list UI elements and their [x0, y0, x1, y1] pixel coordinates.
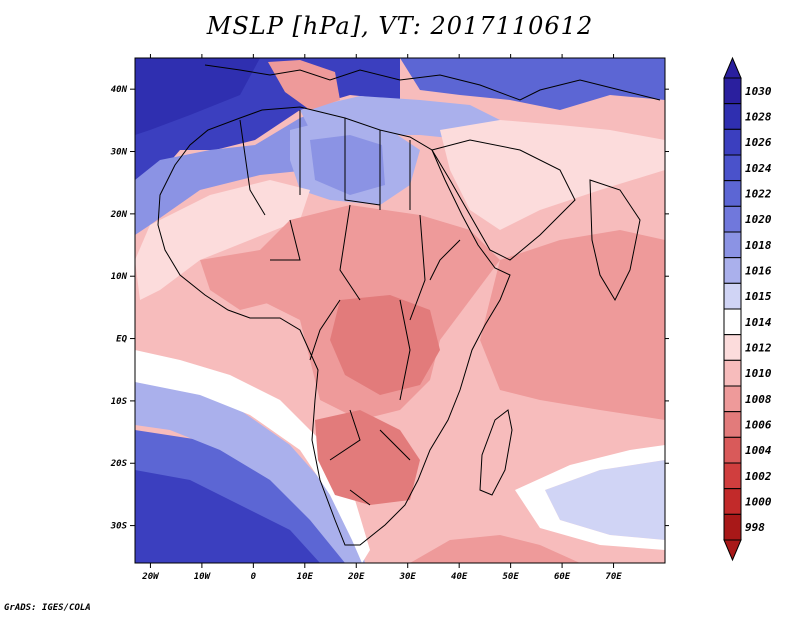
latitude-axis: 40N 30N 20N 10N EQ 10S 20S 30S	[110, 85, 669, 532]
colorbar-label: 1006	[745, 419, 772, 432]
colorbar-label: 1014	[745, 316, 772, 329]
colorbar-swatch	[723, 385, 742, 413]
south-atlantic-high-core	[135, 470, 320, 563]
colorbar-label: 1000	[745, 496, 772, 509]
coastlines	[157, 64, 661, 546]
africa-coastline	[157, 106, 511, 546]
colorbar-label: 1016	[745, 265, 772, 278]
sahel-neutral	[135, 180, 310, 300]
colorbar-swatch	[723, 411, 742, 438]
lat-tick-label: 30S	[110, 522, 128, 532]
northwest-high-core	[135, 58, 260, 135]
indian-ocean-high	[545, 460, 665, 540]
colorbar-swatch	[723, 180, 742, 207]
lon-tick-label: 60E	[554, 572, 571, 582]
colorbar-label: 1030	[745, 85, 772, 98]
lon-tick-label: 10E	[297, 572, 314, 582]
lon-tick-label: 50E	[502, 572, 519, 582]
colorbar-swatch	[723, 231, 742, 259]
lon-tick-label: 0	[251, 572, 257, 582]
lat-tick-label: 20N	[110, 210, 128, 220]
southern-africa-low	[315, 410, 420, 505]
indian-ocean-rim	[515, 445, 665, 550]
colorbar-label: 1026	[745, 136, 772, 149]
colorbar-swatch	[723, 436, 742, 464]
arabia-neutral	[440, 120, 665, 230]
country-borders	[239, 110, 461, 506]
lat-tick-label: 10N	[111, 272, 128, 282]
colorbar-swatch	[723, 282, 742, 310]
colorbar-label: 1024	[745, 162, 772, 175]
colorbar-swatch	[723, 359, 742, 387]
colorbar-label: 1015	[745, 290, 772, 303]
colorbar-swatch	[723, 308, 742, 336]
colorbar-label: 1012	[745, 342, 772, 355]
colorbar-label: 1022	[745, 188, 772, 201]
lon-tick-label: 30E	[399, 572, 417, 582]
longitude-axis: 20W 10W 0 10E 20E 30E 40E 50E 60E 70E	[141, 54, 622, 582]
southern-ocean-trough	[410, 535, 580, 563]
colorbar-label: 1002	[745, 470, 772, 483]
colorbar-swatch	[723, 513, 742, 541]
colorbar-label: 1028	[745, 111, 772, 124]
india-coastline	[589, 179, 641, 302]
colorbar-swatch	[723, 334, 742, 361]
colorbar-label: 998	[745, 521, 765, 534]
map-frame	[134, 57, 666, 564]
colorbar-label: 1010	[745, 367, 772, 380]
sahara-high-inner	[310, 135, 385, 195]
colorbar-swatch	[723, 462, 742, 490]
lon-tick-label: 70E	[605, 572, 622, 582]
pressure-field	[135, 58, 665, 563]
indian-ocean-low	[480, 230, 665, 420]
colorbar-swatch	[723, 205, 742, 233]
lon-tick-label: 40E	[451, 572, 468, 582]
colorbar-swatch	[723, 128, 742, 156]
colorbar-label: 1020	[745, 213, 772, 226]
colorbar-label: 1008	[745, 393, 772, 406]
lat-tick-label: 20S	[110, 459, 128, 469]
lat-tick-label: 40N	[111, 85, 128, 95]
colorbar-swatch	[723, 103, 742, 130]
colorbar-swatch	[723, 488, 742, 515]
lat-tick-label: 30N	[110, 148, 128, 158]
south-atlantic-ridge	[135, 380, 365, 563]
lon-tick-label: 10W	[194, 572, 212, 582]
lon-tick-label: 20E	[347, 572, 365, 582]
map-title: MSLP [hPa], VT: 2017110612	[206, 12, 594, 40]
colorbar-label: 1018	[745, 239, 772, 252]
arabia-coastline	[431, 139, 576, 261]
lat-tick-label: EQ	[116, 335, 127, 345]
grads-credit: GrADS: IGES/COLA	[4, 603, 91, 613]
colorbar-swatch	[723, 257, 742, 284]
colorbar-swatch	[723, 154, 742, 182]
colorbar-top-arrow	[723, 56, 742, 79]
colorbar-bottom-arrow	[723, 539, 742, 562]
colorbar-swatch	[723, 77, 742, 105]
lon-tick-label: 20W	[141, 572, 160, 582]
colorbar: 1030 1028 1026 1024 1022 1020 1018 1016 1015 1014…	[723, 56, 772, 562]
europe-coastline	[204, 64, 661, 101]
africa-low-core	[330, 295, 440, 395]
madagascar-coastline	[479, 409, 513, 496]
lat-tick-label: 10S	[111, 397, 128, 407]
colorbar-label: 1004	[745, 444, 772, 457]
central-asia-high	[400, 58, 665, 110]
west-africa-low	[200, 250, 290, 310]
